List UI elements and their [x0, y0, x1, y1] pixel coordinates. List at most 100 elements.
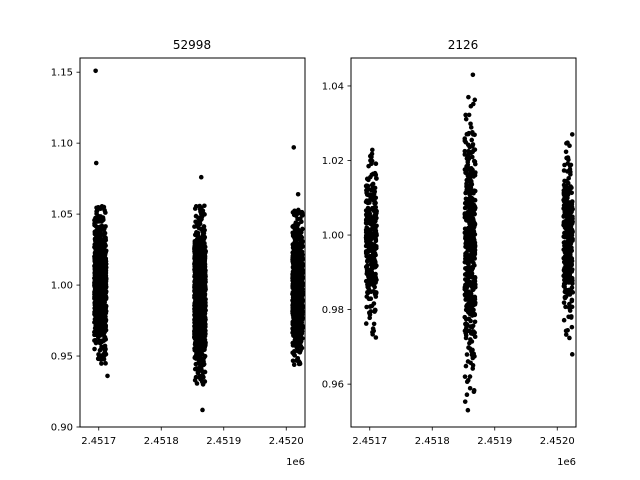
data-point: [561, 267, 567, 273]
data-point: [465, 242, 471, 248]
data-point: [564, 141, 569, 146]
data-point: [291, 349, 297, 354]
data-point: [290, 358, 296, 364]
x-tick-label: 2.4518: [415, 436, 450, 447]
data-point: [298, 277, 304, 283]
x-tick-label: 2.4518: [144, 436, 179, 447]
data-point: [465, 359, 471, 364]
data-point: [197, 235, 202, 240]
data-point: [297, 314, 303, 320]
data-point: [462, 230, 468, 236]
data-point: [203, 273, 208, 279]
data-point: [94, 286, 100, 292]
data-point: [468, 125, 474, 130]
data-point: [94, 209, 99, 214]
data-point: [463, 326, 469, 332]
data-point: [101, 356, 106, 362]
data-point: [103, 259, 109, 264]
data-point: [292, 250, 298, 255]
data-point: [102, 224, 108, 230]
data-point: [93, 340, 99, 346]
data-point: [463, 335, 469, 341]
data-point: [93, 257, 99, 263]
outlier-point: [470, 72, 476, 78]
data-point: [365, 290, 370, 295]
data-point: [368, 247, 374, 252]
data-point: [299, 235, 305, 240]
x-tick-label: 2.4520: [540, 436, 575, 447]
data-point: [200, 369, 206, 375]
data-point: [462, 148, 468, 154]
data-point: [569, 324, 575, 330]
data-point: [469, 213, 474, 219]
data-point: [561, 317, 567, 323]
scatter-points: [363, 72, 576, 413]
data-point: [462, 226, 468, 232]
data-point: [468, 180, 474, 186]
data-point: [101, 217, 106, 223]
data-point: [92, 277, 98, 283]
data-point: [290, 326, 295, 331]
x-tick-label: 2.4520: [269, 436, 304, 447]
x-tick-label: 2.4517: [81, 436, 116, 447]
data-point: [103, 277, 108, 283]
data-point: [202, 240, 207, 246]
outlier-point: [105, 373, 110, 379]
data-point: [469, 313, 475, 318]
data-point: [569, 275, 575, 281]
data-point: [291, 319, 297, 325]
outlier-point: [465, 407, 471, 413]
data-point: [368, 276, 374, 281]
data-point: [563, 304, 568, 310]
data-point: [194, 321, 200, 326]
data-point: [364, 176, 370, 182]
data-point: [200, 229, 205, 234]
data-point: [462, 292, 468, 297]
data-point: [298, 268, 304, 274]
data-point: [462, 399, 468, 404]
data-point: [294, 330, 299, 336]
data-point: [98, 338, 104, 344]
data-point: [463, 190, 468, 196]
data-point: [372, 247, 378, 252]
data-point: [202, 259, 207, 265]
data-point: [192, 288, 197, 294]
data-point: [98, 303, 103, 308]
data-point: [100, 319, 106, 325]
data-point: [103, 248, 109, 254]
data-point: [472, 132, 477, 138]
x-tick-label: 2.4519: [477, 436, 512, 447]
data-point: [373, 335, 379, 340]
data-point: [567, 335, 572, 341]
data-point: [299, 213, 305, 218]
data-point: [293, 301, 298, 307]
data-point: [373, 294, 379, 299]
data-point: [464, 212, 470, 218]
data-point: [471, 302, 477, 308]
data-point: [95, 230, 100, 235]
data-point: [468, 103, 474, 109]
data-point: [562, 294, 568, 300]
data-point: [566, 314, 571, 320]
data-point: [299, 292, 305, 297]
data-point: [464, 392, 470, 398]
data-point: [202, 318, 208, 324]
data-point: [468, 203, 473, 208]
data-point: [373, 176, 379, 181]
data-point: [466, 112, 472, 118]
data-point: [202, 255, 208, 261]
data-point: [561, 300, 567, 305]
data-point: [196, 374, 202, 380]
data-point: [470, 355, 476, 361]
data-point: [99, 249, 105, 255]
y-tick-label: 0.96: [322, 380, 344, 391]
data-point: [568, 162, 574, 168]
data-point: [466, 262, 471, 267]
data-point: [372, 189, 378, 194]
data-point: [297, 323, 303, 328]
data-point: [201, 224, 207, 229]
data-point: [563, 328, 569, 334]
data-point: [193, 213, 199, 219]
data-point: [370, 326, 376, 331]
